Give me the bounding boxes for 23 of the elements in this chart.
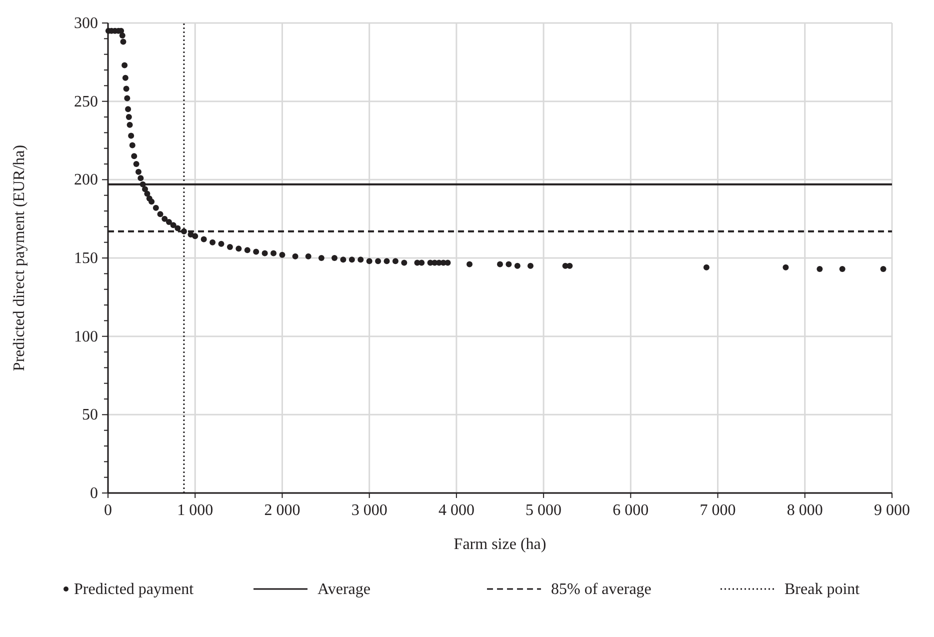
legend-label: Average <box>318 581 370 598</box>
x-tick-label: 7 000 <box>700 502 736 519</box>
y-tick-label: 50 <box>82 406 98 424</box>
x-tick-label: 9 000 <box>874 502 910 519</box>
legend-label: 85% of average <box>551 581 652 598</box>
x-tick-label: 1 000 <box>177 502 214 519</box>
y-tick-label: 150 <box>74 250 98 267</box>
y-tick-label: 300 <box>74 15 98 32</box>
y-axis-title: Predicted direct payment (EUR/ha) <box>11 144 28 372</box>
legend-label: Break point <box>784 581 860 598</box>
x-tick-label: 8 000 <box>786 502 823 519</box>
x-tick-label: 5 000 <box>526 502 562 519</box>
y-tick-label: 250 <box>74 93 98 110</box>
x-tick-label: 4 000 <box>438 502 474 519</box>
x-axis-title: Farm size (ha) <box>454 536 546 553</box>
y-tick-label: 200 <box>74 172 98 189</box>
y-tick-label: 0 <box>90 485 98 502</box>
x-tick-label: 6 000 <box>612 502 649 519</box>
x-tick-label: 2 000 <box>264 502 300 519</box>
x-tick-label: 0 <box>104 502 112 519</box>
x-tick-label: 3 000 <box>351 502 388 519</box>
y-tick-label: 100 <box>74 328 98 346</box>
legend-label: Predicted payment <box>74 581 194 598</box>
